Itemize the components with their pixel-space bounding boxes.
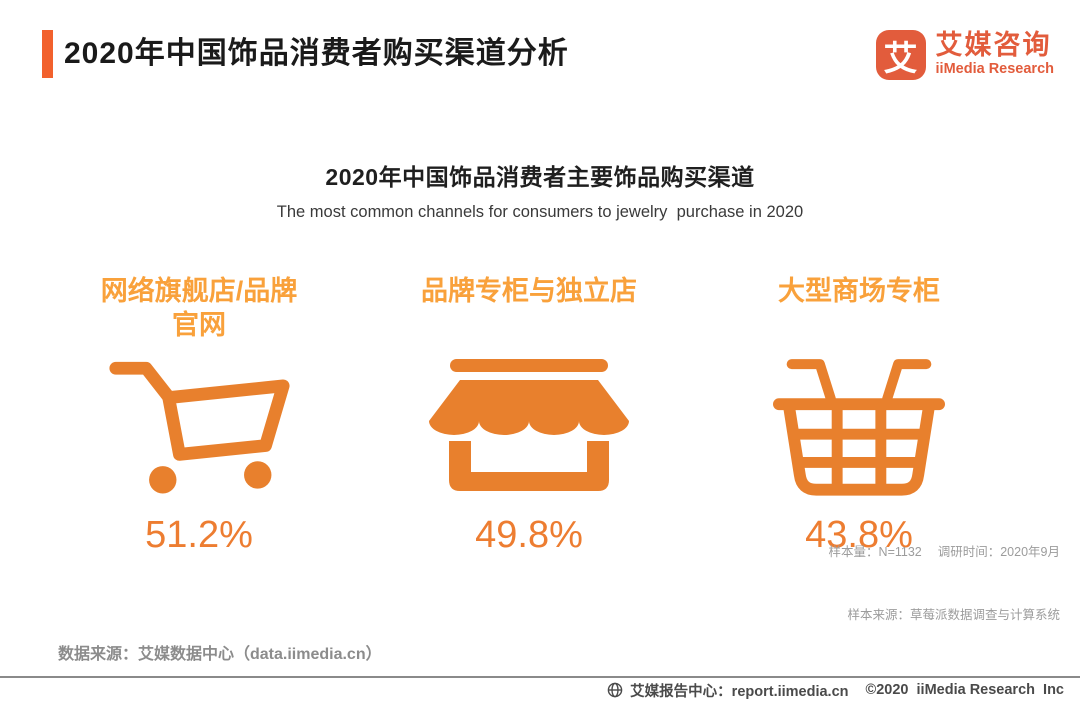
chart-title: 2020年中国饰品消费者主要饰品购买渠道 bbox=[325, 164, 755, 190]
sample-meta: 样本量：N=1132 调研时间：2020年9月 样本来源：草莓派数据调查与计算系… bbox=[829, 499, 1060, 669]
channel-value: 43.8% bbox=[805, 514, 913, 556]
data-source-note: 数据来源：艾媒数据中心（data.iimedia.cn） bbox=[58, 646, 382, 663]
logo-text: 艾媒咨询 iiMedia Research bbox=[936, 31, 1054, 78]
footer-bar: 艾媒报告中心：report.iimedia.cn ©2020 iiMedia R… bbox=[0, 676, 1080, 702]
pictogram-chart: 网络旗舰店/品牌官网 51.2% 品牌专柜与独立店 49.8 bbox=[34, 274, 1024, 557]
copyright-text: ©2020 iiMedia Research Inc bbox=[865, 682, 1064, 698]
iimedia-logo-icon: 艾 bbox=[875, 30, 926, 80]
channel-column-online-flagship: 网络旗舰店/品牌官网 51.2% bbox=[34, 274, 364, 557]
chart-subtitle-en: The most common channels for consumers t… bbox=[276, 203, 804, 221]
page-title: 2020年中国饰品消费者购买渠道分析 bbox=[64, 37, 569, 70]
shopping-basket-icon bbox=[768, 350, 950, 502]
channel-value: 51.2% bbox=[145, 514, 253, 556]
channel-column-brand-counter: 品牌专柜与独立店 49.8% bbox=[364, 274, 694, 557]
header: 2020年中国饰品消费者购买渠道分析 艾 艾媒咨询 iiMedia Resear… bbox=[42, 30, 1054, 80]
shopping-cart-icon bbox=[106, 350, 292, 502]
channel-column-mall-counter: 大型商场专柜 43.8% bbox=[694, 274, 1024, 557]
logo-name-en: iiMedia Research bbox=[935, 61, 1054, 78]
chart-titles: 2020年中国饰品消费者主要饰品购买渠道 The most common cha… bbox=[0, 158, 1080, 222]
title-block: 2020年中国饰品消费者购买渠道分析 bbox=[42, 30, 569, 78]
sample-source-line: 样本来源：草莓派数据调查与计算系统 bbox=[847, 608, 1060, 623]
report-center-text: 艾媒报告中心：report.iimedia.cn bbox=[630, 683, 849, 700]
channel-label: 网络旗舰店/品牌官网 bbox=[100, 276, 298, 340]
storefront-icon bbox=[429, 350, 629, 502]
sample-size-line: 样本量：N=1132 调研时间：2020年9月 bbox=[828, 544, 1060, 559]
globe-icon bbox=[607, 682, 623, 698]
logo-name-cn: 艾媒咨询 bbox=[935, 30, 1052, 61]
channel-value: 49.8% bbox=[475, 514, 583, 556]
channel-label: 品牌专柜与独立店 bbox=[421, 276, 637, 306]
iimedia-logo: 艾 艾媒咨询 iiMedia Research bbox=[875, 30, 1054, 80]
accent-bar bbox=[42, 30, 53, 78]
channel-label: 大型商场专柜 bbox=[778, 276, 940, 306]
